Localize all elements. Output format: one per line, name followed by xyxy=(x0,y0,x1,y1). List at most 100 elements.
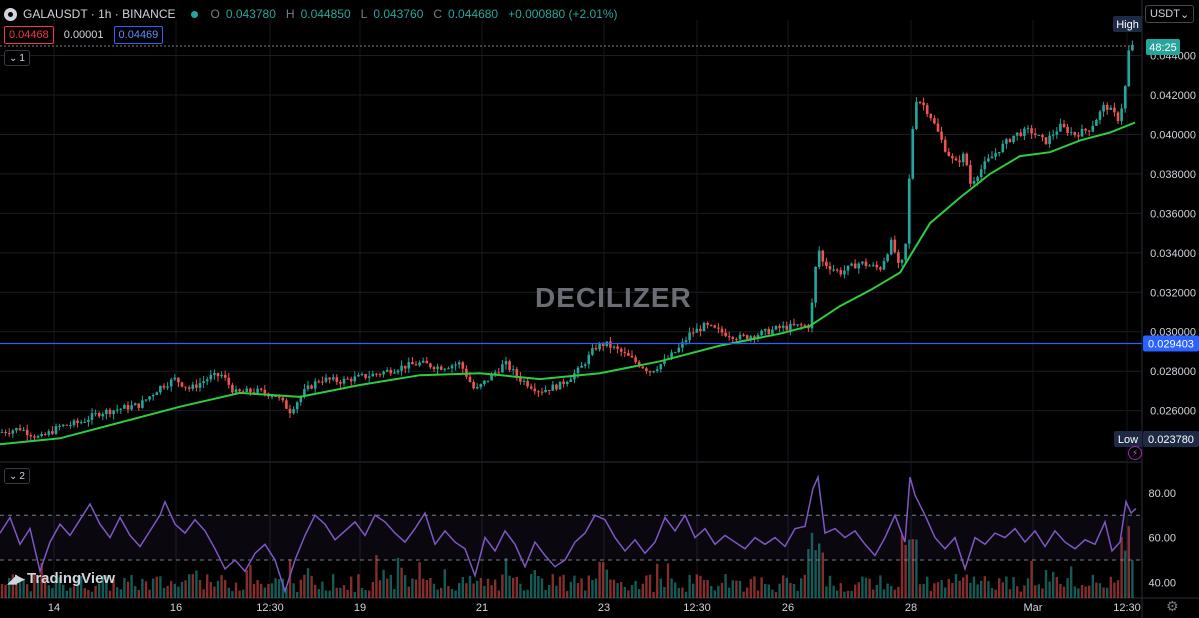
candle xyxy=(587,351,591,369)
candle xyxy=(551,380,555,391)
time-tick-label: 28 xyxy=(905,602,917,614)
candle xyxy=(94,409,97,417)
volume-bar xyxy=(472,583,475,598)
volume-bar xyxy=(818,543,821,598)
symbol-title[interactable]: GALAUSDT · 1h · BINANCE xyxy=(23,7,176,21)
rsi-tick-label: 60.00 xyxy=(1148,533,1176,545)
moving-average-line xyxy=(0,121,1136,446)
bar-countdown-label: 48:25 xyxy=(1146,39,1180,55)
volume-bar xyxy=(274,578,277,598)
candle xyxy=(1102,101,1105,117)
currency-selector[interactable]: USDT ⌄ xyxy=(1145,5,1194,23)
candle xyxy=(1066,123,1069,136)
volume-bar xyxy=(879,575,882,598)
candle xyxy=(231,382,234,396)
candle xyxy=(969,160,972,188)
candle xyxy=(897,249,900,269)
volume-bar xyxy=(65,590,68,598)
candle xyxy=(677,344,681,354)
volume-bar xyxy=(400,567,403,598)
candle xyxy=(465,365,468,380)
volume-bar xyxy=(922,583,925,598)
volume-bar xyxy=(368,590,371,598)
sell-button[interactable]: 0.04468 xyxy=(4,26,54,44)
volume-bar xyxy=(1124,550,1127,598)
candle xyxy=(731,335,735,343)
candle xyxy=(1005,137,1008,149)
volume-bar xyxy=(252,583,256,598)
svg-text:High: High xyxy=(1116,19,1139,31)
candle xyxy=(234,385,238,394)
volume-bar xyxy=(1109,576,1112,598)
candle xyxy=(295,400,299,414)
candle xyxy=(133,402,137,406)
time-tick-label: 19 xyxy=(354,602,366,614)
pane-1-toggle[interactable]: ⌄ 1 xyxy=(4,50,30,66)
candle xyxy=(184,386,187,391)
candle xyxy=(857,261,861,274)
volume-bar xyxy=(497,590,500,598)
buy-button[interactable]: 0.04469 xyxy=(113,26,164,44)
volume-bar xyxy=(994,589,997,598)
candle xyxy=(709,324,713,327)
price-tick-label: 0.036000 xyxy=(1150,208,1196,220)
volume-bar xyxy=(954,574,958,598)
candle xyxy=(112,409,115,420)
volume-bar xyxy=(638,589,641,598)
candle xyxy=(1095,118,1098,126)
candle xyxy=(205,376,209,386)
volume-bar xyxy=(1023,585,1026,598)
candle xyxy=(619,347,623,357)
volume-bar xyxy=(659,578,662,598)
volume-bar xyxy=(166,585,169,598)
candle xyxy=(393,368,396,374)
candle xyxy=(245,385,249,393)
volume-bar xyxy=(1070,566,1073,598)
volume-bar xyxy=(702,580,706,598)
settings-gear-icon[interactable]: ⚙ xyxy=(1166,598,1179,614)
volume-bar xyxy=(872,589,875,598)
volume-bar xyxy=(69,587,72,598)
volume-bar xyxy=(976,584,979,598)
candle xyxy=(1127,46,1131,87)
volume-bar xyxy=(465,583,468,598)
volume-bar xyxy=(1088,585,1091,598)
volume-bar xyxy=(184,580,187,598)
pane-2-toggle[interactable]: ⌄ 2 xyxy=(4,468,30,484)
volume-bar xyxy=(422,578,425,598)
candle xyxy=(40,431,43,438)
candle xyxy=(11,428,15,438)
candle xyxy=(7,428,11,437)
volume-bar xyxy=(623,586,626,598)
volume-bar xyxy=(800,578,803,598)
volume-bar xyxy=(731,580,734,598)
candle xyxy=(868,264,871,267)
candle xyxy=(648,370,652,377)
candle xyxy=(414,360,418,366)
candle xyxy=(61,424,65,428)
candle xyxy=(875,261,879,271)
volume-bar xyxy=(350,576,353,598)
volume-bar xyxy=(76,578,79,598)
volume-bar xyxy=(378,580,382,598)
volume-bar xyxy=(969,582,972,598)
volume-bar xyxy=(216,580,220,598)
volume-bar xyxy=(965,574,968,598)
candle xyxy=(940,127,943,144)
candle xyxy=(497,368,501,375)
volume-bar xyxy=(911,539,914,598)
volume-bar xyxy=(141,578,144,598)
volume-bar xyxy=(36,580,40,598)
volume-bar xyxy=(220,575,223,598)
tradingview-logo[interactable]: ◢▶ TradingView xyxy=(7,570,115,587)
volume-bar xyxy=(18,582,22,598)
tradingview-mark-icon: ◢▶ xyxy=(7,570,25,586)
volume-bar xyxy=(270,583,274,598)
volume-bar xyxy=(328,590,331,598)
lightning-icon[interactable]: ⚡ xyxy=(1128,446,1142,460)
candle xyxy=(454,361,457,371)
candle xyxy=(526,378,529,389)
price-candles xyxy=(0,40,1134,442)
price-tick-label: 0.032000 xyxy=(1150,287,1196,299)
